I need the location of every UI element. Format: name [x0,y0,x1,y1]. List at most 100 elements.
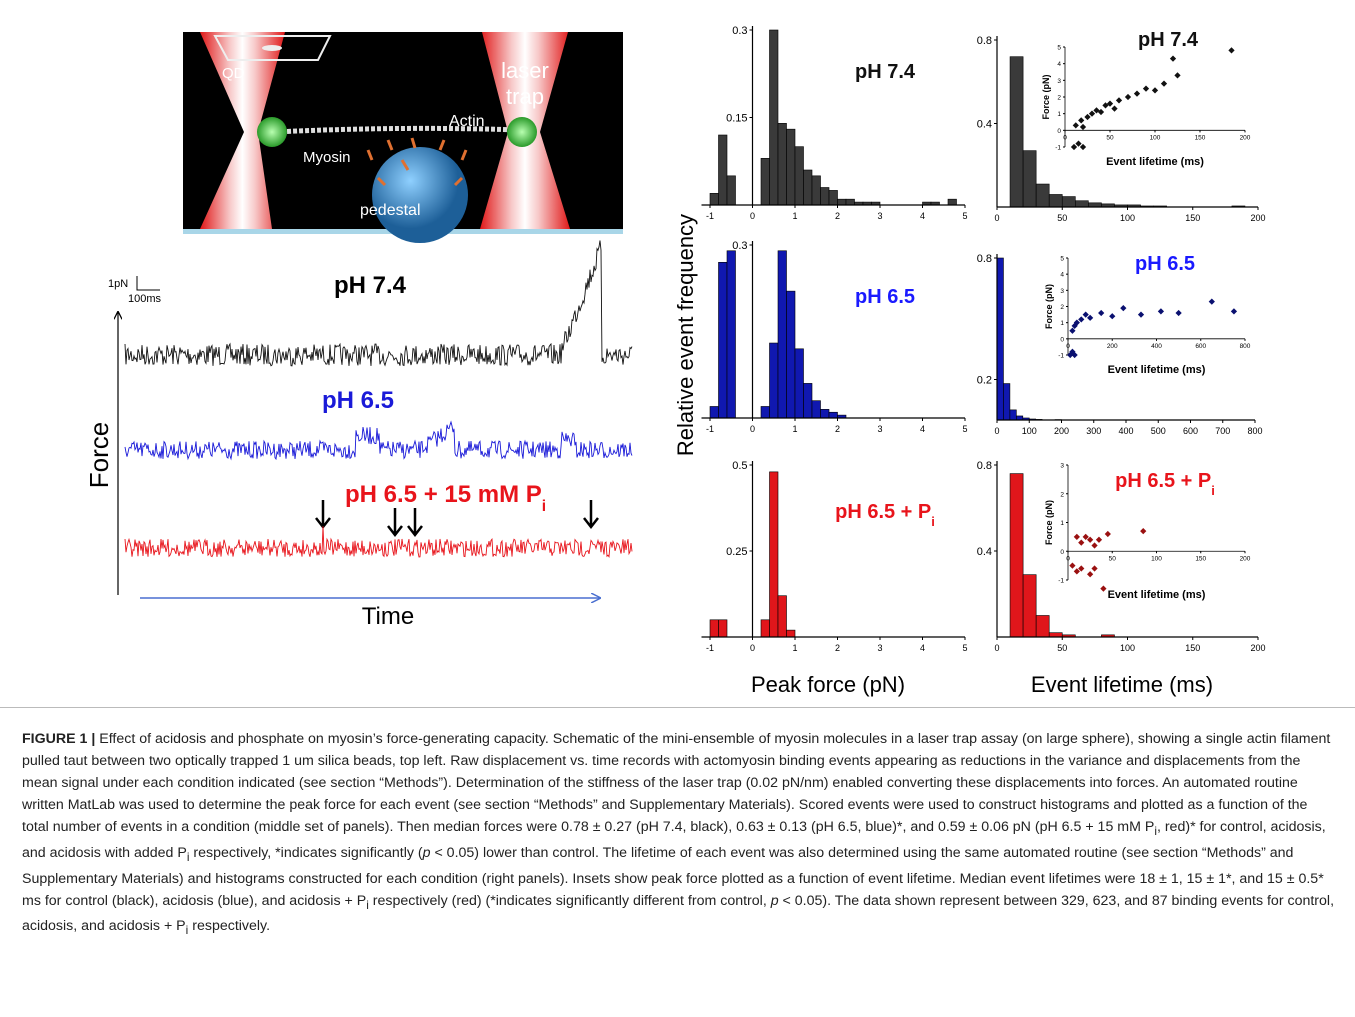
bar [845,198,855,206]
y-tick-label: 2 [1060,491,1064,498]
point [1151,87,1159,94]
y-tick-label: 0.8 [977,35,992,47]
x-tick-label: 0 [994,213,999,223]
bar [828,411,838,419]
x-tick-label: 700 [1215,426,1230,436]
caption-italic: p [770,892,779,909]
inset-y-label: Force (pN) [1044,500,1054,545]
x-tick-label: 200 [1107,343,1118,350]
point [1073,533,1080,540]
x-tick-label: 1 [792,643,797,653]
panel-title: pH 6.5 [855,286,915,308]
point [1208,298,1215,305]
bar [794,348,804,419]
y-tick-label: 0 [1057,128,1061,135]
bead [257,117,287,147]
laser-beam [200,32,285,229]
y-tick-label: 0.25 [726,546,747,558]
x-tick-label: 4 [920,424,925,434]
x-tick-label: 200 [1250,643,1265,653]
point [1078,117,1085,124]
bar [1009,409,1017,421]
x-tick-label: 0 [1066,343,1070,350]
objective [213,35,332,61]
caption-italic: p [422,844,431,861]
y-tick-label: 0 [1060,549,1064,556]
x-tick-label: 50 [1106,134,1114,141]
scale-bar [136,276,160,291]
point [1070,143,1078,151]
point [1230,308,1238,315]
pedestal-label: pedestal [360,202,421,219]
y-tick-label: 1 [1060,320,1064,327]
bar [1035,183,1050,208]
bar [760,158,770,206]
x-tick-label: 200 [1240,134,1251,141]
caption-text: Effect of acidosis and phosphate on myos… [22,731,1331,835]
x-tick-label: 1 [792,424,797,434]
point [1091,565,1098,572]
point [1120,305,1127,312]
point [1079,123,1087,131]
bar [709,193,719,206]
bar [786,290,796,419]
bar [803,169,813,206]
inset-x-label: Event lifetime (ms) [1108,589,1206,601]
bar [1022,574,1037,638]
x-tick-label: 4 [920,211,925,221]
x-tick-label: 200 [1240,555,1251,562]
point [1072,122,1079,129]
inset-y-label: Force (pN) [1041,74,1051,119]
point [1082,533,1089,540]
x-tick-label: 600 [1183,426,1198,436]
bar [709,406,719,419]
caption: FIGURE 1 | Effect of acidosis and phosph… [22,728,1334,941]
x-tick-label: 100 [1151,555,1162,562]
x-tick-label: -1 [706,424,714,434]
myosin-heads [366,137,468,187]
x-tick-label: 3 [877,424,882,434]
trace-label: pH 7.4 [334,272,407,299]
caption-text: < 0.05) lower than control. The lifetime… [22,844,1324,909]
force-trace [124,420,633,461]
y-tick-label: 2 [1060,304,1064,311]
bar [760,619,770,638]
y-tick-label: 0.8 [977,460,992,472]
x-tick-label: 0 [750,211,755,221]
point [1228,47,1235,54]
scale-bar-label: 1pN [108,278,128,290]
qd-label: QD [222,65,245,82]
force-axis-label: Force [84,422,114,488]
subscript: i [931,514,935,529]
caption-text: < 0.05). The data shown represent betwee… [22,892,1335,935]
x-tick-label: -1 [706,211,714,221]
panel-title: pH 6.5 [1135,253,1195,275]
x-tick-label: 400 [1118,426,1133,436]
point [1087,536,1094,543]
y-tick-label: 5 [1057,45,1061,52]
force-trace [124,526,633,559]
caption-label: FIGURE 1 | [22,731,96,747]
x-tick-label: 0 [1063,134,1067,141]
point [1137,311,1145,318]
bar [1061,196,1076,208]
bar [1048,632,1063,638]
y-tick-label: 2 [1057,95,1061,102]
x-tick-label: 50 [1057,213,1067,223]
caption-rule [0,707,1355,708]
point [1104,530,1111,538]
bar [777,595,787,638]
x-tick-label: 800 [1247,426,1262,436]
point [1098,309,1105,317]
point [1069,327,1076,334]
y-tick-label: 0.2 [977,375,992,387]
point [1091,542,1098,549]
bar [760,406,770,419]
x-tick-label: 200 [1250,213,1265,223]
point [1079,143,1087,151]
x-tick-label: 100 [1120,213,1135,223]
x-tick-label: 3 [877,211,882,221]
subscript: i [542,498,546,515]
time-axis-label: Time [362,603,414,630]
point [1169,55,1177,62]
